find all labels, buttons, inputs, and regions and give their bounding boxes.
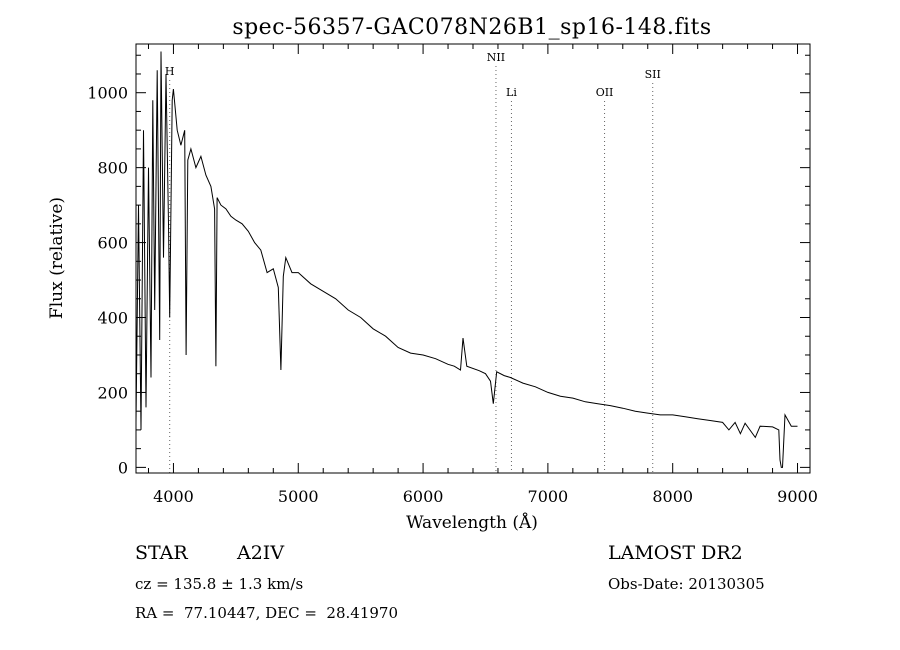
chart-title: spec-56357-GAC078N26B1_sp16-148.fits — [232, 15, 711, 40]
coordinates: RA = 77.10447, DEC = 28.41970 — [135, 604, 399, 622]
x-axis-label: Wavelength (Å) — [406, 512, 538, 533]
x-tick-label: 5000 — [278, 487, 319, 506]
survey-name: LAMOST DR2 — [608, 542, 743, 564]
marker-label-sii: SII — [645, 68, 661, 81]
x-tick-label: 4000 — [153, 487, 194, 506]
y-tick-label: 400 — [97, 309, 128, 328]
object-type: STAR — [135, 542, 188, 564]
y-tick-label: 600 — [97, 234, 128, 253]
marker-label-li: Li — [506, 86, 517, 99]
x-tick-label: 7000 — [528, 487, 569, 506]
redshift-velocity: cz = 135.8 ± 1.3 km/s — [135, 575, 304, 593]
y-axis-label: Flux (relative) — [47, 197, 67, 319]
y-tick-label: 200 — [97, 383, 128, 402]
spectral-subclass: A2IV — [237, 542, 285, 564]
spectrum-line — [135, 51, 798, 468]
x-tick-label: 8000 — [652, 487, 693, 506]
y-axis-ticks: 0 200 400 600 800 1000 — [87, 54, 810, 477]
x-tick-label: 9000 — [777, 487, 818, 506]
marker-label-nii: NII — [487, 51, 505, 64]
marker-label-h: H — [165, 65, 175, 78]
x-tick-label: 6000 — [403, 487, 444, 506]
y-tick-label: 1000 — [87, 84, 128, 103]
marker-label-oii: OII — [596, 86, 614, 99]
x-axis-ticks: 4000 5000 6000 7000 8000 9000 — [147, 44, 818, 506]
line-markers: H NII Li OII SII — [165, 51, 661, 473]
y-tick-label: 0 — [118, 458, 128, 477]
observation-date: Obs-Date: 20130305 — [608, 575, 765, 593]
y-tick-label: 800 — [97, 159, 128, 178]
plot-frame — [135, 43, 811, 474]
